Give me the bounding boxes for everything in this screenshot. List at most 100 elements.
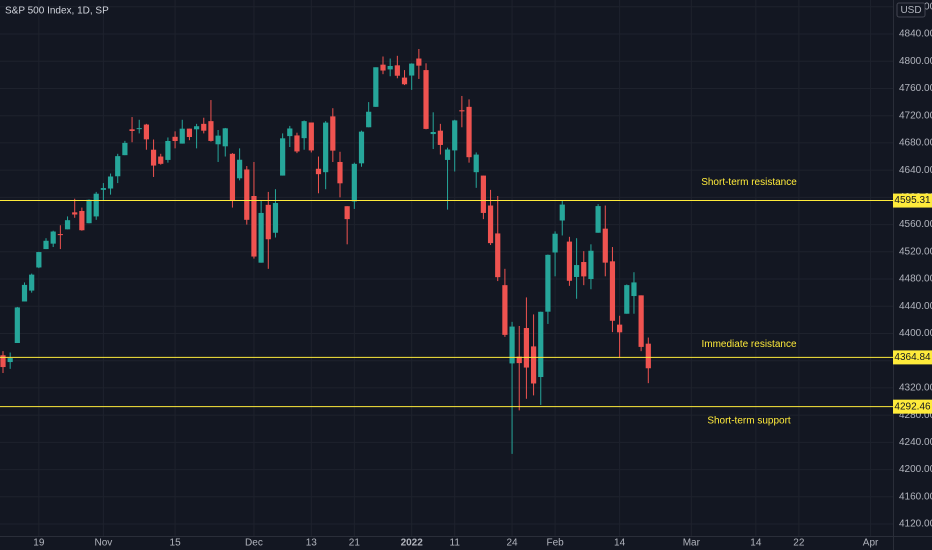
price-tag-label: 4292.46 xyxy=(894,401,931,412)
chart-title: S&P 500 Index, 1D, SP xyxy=(5,6,109,17)
candle-body xyxy=(552,233,558,253)
candle-body xyxy=(401,77,408,85)
candle-body xyxy=(143,124,149,140)
candle-body xyxy=(459,110,465,112)
x-tick-label: 14 xyxy=(750,538,762,549)
x-tick-label: 14 xyxy=(614,538,626,549)
candle-body xyxy=(430,131,436,135)
candle-body xyxy=(222,128,228,147)
y-tick-label: 4760.00 xyxy=(899,83,932,94)
candle-body xyxy=(57,234,63,236)
candle-body xyxy=(523,328,530,368)
candle-body xyxy=(36,252,42,268)
candle-body xyxy=(538,311,544,378)
candle-body xyxy=(280,138,286,176)
candle-body xyxy=(437,130,443,145)
candle-body xyxy=(495,233,501,278)
candle-body xyxy=(545,254,551,312)
candle-body xyxy=(373,67,379,107)
candle-body xyxy=(466,106,472,158)
y-tick-label: 4120.00 xyxy=(899,519,932,530)
candle-body xyxy=(315,168,322,175)
candle-body xyxy=(366,111,372,128)
candle-body xyxy=(595,206,601,233)
candle-body xyxy=(380,64,386,71)
candle-body xyxy=(165,140,171,160)
candle-body xyxy=(258,212,264,263)
x-tick-label: Feb xyxy=(546,538,564,549)
candle-body xyxy=(581,262,587,277)
candle-body xyxy=(251,195,257,257)
candle-body xyxy=(179,128,185,144)
price-tag xyxy=(893,350,932,365)
candle-body xyxy=(72,212,78,215)
candle-body xyxy=(107,176,114,189)
candle-body xyxy=(566,241,573,281)
candle-body xyxy=(100,188,106,190)
x-tick-label: 19 xyxy=(33,538,45,549)
x-tick-label: 15 xyxy=(170,538,182,549)
x-tick-label: 22 xyxy=(793,538,805,549)
candle-body xyxy=(244,169,250,220)
candle-body xyxy=(208,121,214,141)
candle-body xyxy=(115,156,121,177)
candle-body xyxy=(323,122,329,173)
candle-body xyxy=(574,265,580,277)
candle-body xyxy=(294,135,300,152)
candle-body xyxy=(423,70,429,129)
candle-body xyxy=(43,240,49,250)
y-tick-label: 4720.00 xyxy=(899,110,932,121)
candle-body xyxy=(7,358,13,363)
y-tick-label: 4160.00 xyxy=(899,491,932,502)
level-annotation: Short-term resistance xyxy=(701,177,797,188)
candle-body xyxy=(122,142,128,156)
y-tick-label: 4560.00 xyxy=(899,219,932,230)
candle-body xyxy=(150,149,157,166)
candle-body xyxy=(330,116,336,151)
candle-body xyxy=(172,136,178,142)
x-tick-label: 21 xyxy=(349,538,361,549)
x-tick-label: Apr xyxy=(863,538,879,549)
candle-body xyxy=(609,261,616,321)
candle-body xyxy=(272,203,279,233)
x-tick-label: 13 xyxy=(306,538,318,549)
candle-body xyxy=(588,250,594,280)
candle-body xyxy=(559,204,565,221)
candle-body xyxy=(301,121,307,139)
candle-body xyxy=(602,228,608,263)
candle-body xyxy=(344,206,350,220)
candle-body xyxy=(516,356,522,364)
candle-body xyxy=(237,159,243,179)
candle-body xyxy=(0,355,6,368)
candle-body xyxy=(136,128,142,130)
x-tick-label: 24 xyxy=(507,538,519,549)
candle-body xyxy=(624,285,630,314)
candle-body xyxy=(229,153,236,202)
y-tick-label: 4440.00 xyxy=(899,301,932,312)
candle-body xyxy=(473,154,479,173)
candle-body xyxy=(86,199,92,224)
candle-body xyxy=(337,161,343,184)
candle-body xyxy=(444,149,451,160)
candle-body xyxy=(409,63,415,76)
y-tick-label: 4240.00 xyxy=(899,437,932,448)
candle-body xyxy=(631,282,637,297)
candle-body xyxy=(530,346,537,384)
candle-body xyxy=(93,193,99,217)
candle-body xyxy=(480,175,486,213)
candle-body xyxy=(129,129,135,131)
candle-body xyxy=(387,65,393,70)
y-tick-label: 4200.00 xyxy=(899,464,932,475)
x-tick-label: Nov xyxy=(94,538,112,549)
candle-body xyxy=(509,326,515,364)
candle-body xyxy=(265,204,271,240)
candle-body xyxy=(79,210,85,231)
candle-body xyxy=(215,135,221,145)
currency-label: USD xyxy=(900,5,921,16)
candle-body xyxy=(617,324,623,333)
candle-body xyxy=(452,120,458,151)
y-tick-label: 4320.00 xyxy=(899,383,932,394)
y-tick-label: 4280.00 xyxy=(899,410,932,421)
candle-body xyxy=(351,163,357,202)
